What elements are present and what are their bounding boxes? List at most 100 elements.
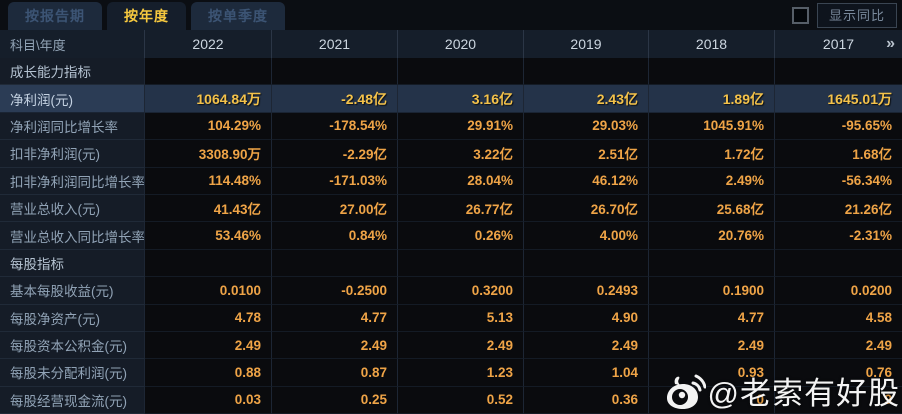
cell-value: 2.51亿 (524, 140, 649, 168)
cell-value: 27.00亿 (272, 194, 398, 223)
cell-value: 0.1900 (649, 277, 775, 305)
row-label: 净利润(元) (0, 85, 145, 113)
cell-value: 0.03 (145, 386, 272, 414)
cell-value: -0.2500 (272, 277, 398, 305)
cell-value: 0 (649, 386, 775, 414)
year-header: 2017» (775, 30, 902, 58)
tab-bar: 按报告期 按年度 按单季度 (0, 2, 290, 30)
section-row: 成长能力指标 (0, 58, 902, 86)
cell-value: 104.29% (145, 112, 272, 141)
cell-value: 1.68亿 (775, 140, 902, 168)
year-header: 2019 (524, 30, 649, 58)
cell-value: 0.88 (145, 359, 272, 387)
row-label: 净利润同比增长率 (0, 112, 145, 141)
table-row[interactable]: 净利润(元) 1064.84万 -2.48亿 3.16亿 2.43亿 1.89亿 1645.… (0, 85, 902, 113)
cell-value: 1.72亿 (649, 140, 775, 168)
table-row[interactable]: 每股未分配利润(元) 0.88 0.87 1.23 1.04 0.93 0.76 (0, 359, 902, 387)
table-row[interactable]: 每股净资产(元) 4.78 4.77 5.13 4.90 4.77 4.58 (0, 304, 902, 332)
cell-value: 4.77 (649, 304, 775, 332)
cell-value: 26.77亿 (398, 194, 524, 223)
cell-value (649, 58, 775, 86)
tab-inactive[interactable]: 按单季度 (191, 2, 285, 30)
cell-value: 0.26% (398, 222, 524, 250)
cell-value: 9 (775, 386, 902, 414)
cell-value: 4.77 (272, 304, 398, 332)
cell-value: 4.78 (145, 304, 272, 332)
corner-header-cell: 科目\年度 (0, 30, 145, 58)
year-header: 2018 (649, 30, 775, 58)
table-row[interactable]: 扣非净利润(元) 3308.90万 -2.29亿 3.22亿 2.51亿 1.72亿 1.6… (0, 140, 902, 168)
cell-value: -56.34% (775, 167, 902, 195)
cell-value (775, 58, 902, 86)
cell-value: 29.03% (524, 112, 649, 141)
show-yoy-checkbox[interactable] (792, 7, 809, 24)
cell-value: 0.76 (775, 359, 902, 387)
cell-value (272, 58, 398, 86)
row-label: 每股净资产(元) (0, 304, 145, 332)
cell-value: 28.04% (398, 167, 524, 195)
row-label: 每股指标 (0, 249, 145, 278)
row-label: 每股经营现金流(元) (0, 386, 145, 414)
cell-value: 0.2493 (524, 277, 649, 305)
cell-value: 2.49 (524, 331, 649, 360)
cell-value: 4.00% (524, 222, 649, 250)
table-row[interactable]: 每股资本公积金(元) 2.49 2.49 2.49 2.49 2.49 2.49 (0, 331, 902, 360)
cell-value (524, 58, 649, 86)
cell-value: 21.26亿 (775, 194, 902, 223)
table-row[interactable]: 扣非净利润同比增长率 114.48% -171.03% 28.04% 46.12% 2.4… (0, 167, 902, 195)
cell-value: 0.25 (272, 386, 398, 414)
row-label: 每股未分配利润(元) (0, 359, 145, 387)
cell-value (398, 58, 524, 86)
cell-value: 0.0100 (145, 277, 272, 305)
row-label: 营业总收入(元) (0, 194, 145, 223)
cell-value: -178.54% (272, 112, 398, 141)
cell-value: 2.43亿 (524, 85, 649, 113)
cell-value: 20.76% (649, 222, 775, 250)
cell-value: 114.48% (145, 167, 272, 195)
cell-value: 1.04 (524, 359, 649, 387)
table-row[interactable]: 净利润同比增长率 104.29% -178.54% 29.91% 29.03% 1045.… (0, 112, 902, 141)
cell-value: 25.68亿 (649, 194, 775, 223)
more-years-icon[interactable]: » (886, 35, 895, 52)
row-label: 基本每股收益(元) (0, 277, 145, 305)
cell-value: 1645.01万 (775, 85, 902, 113)
row-label: 扣非净利润(元) (0, 140, 145, 168)
cell-value (145, 249, 272, 278)
year-header: 2022 (145, 30, 272, 58)
table-row[interactable]: 每股经营现金流(元) 0.03 0.25 0.52 0.36 0 9 (0, 386, 902, 414)
row-label: 营业总收入同比增长率 (0, 222, 145, 250)
cell-value (649, 249, 775, 278)
cell-value: -2.48亿 (272, 85, 398, 113)
cell-value: 41.43亿 (145, 194, 272, 223)
cell-value: 53.46% (145, 222, 272, 250)
cell-value: 3.22亿 (398, 140, 524, 168)
table-row[interactable]: 营业总收入同比增长率 53.46% 0.84% 0.26% 4.00% 20.76% -2.… (0, 222, 902, 250)
cell-value (524, 249, 649, 278)
cell-value: 3308.90万 (145, 140, 272, 168)
cell-value: 0.87 (272, 359, 398, 387)
show-yoy-button[interactable]: 显示同比 (817, 3, 897, 28)
cell-value: 5.13 (398, 304, 524, 332)
cell-value: -171.03% (272, 167, 398, 195)
row-label: 每股资本公积金(元) (0, 331, 145, 360)
cell-value: 2.49 (272, 331, 398, 360)
tab-active[interactable]: 按年度 (107, 2, 186, 30)
year-header: 2021 (272, 30, 398, 58)
cell-value: 0.84% (272, 222, 398, 250)
cell-value (398, 249, 524, 278)
cell-value: 2.49 (398, 331, 524, 360)
cell-value: 46.12% (524, 167, 649, 195)
table-row[interactable]: 基本每股收益(元) 0.0100 -0.2500 0.3200 0.2493 0.1900… (0, 277, 902, 305)
cell-value: 2.49 (145, 331, 272, 360)
cell-value (272, 249, 398, 278)
cell-value: 1045.91% (649, 112, 775, 141)
table-row[interactable]: 营业总收入(元) 41.43亿 27.00亿 26.77亿 26.70亿 25.68亿 21… (0, 194, 902, 223)
cell-value: 1.89亿 (649, 85, 775, 113)
cell-value: -2.29亿 (272, 140, 398, 168)
section-row: 每股指标 (0, 249, 902, 278)
cell-value: 0.36 (524, 386, 649, 414)
cell-value: -2.31% (775, 222, 902, 250)
tab-inactive[interactable]: 按报告期 (8, 2, 102, 30)
header-row: 科目\年度 2022 2021 2020 2019 2018 2017» (0, 30, 902, 58)
